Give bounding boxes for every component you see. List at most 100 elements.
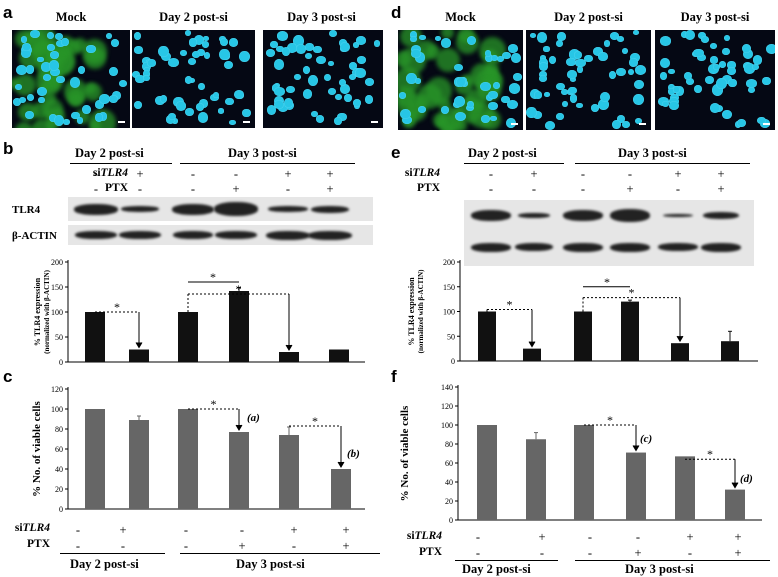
c-sitlr4-sign-4: - [239,523,245,537]
nucleus [508,43,519,53]
nucleus [312,45,322,54]
e-sitlr4-sign-1: - [488,167,494,181]
nucleus [119,79,128,87]
nucleus [302,89,313,100]
nucleus [576,65,584,73]
nucleus [135,74,145,84]
nucleus [228,119,236,125]
y-tick-label: 200 [51,258,63,267]
chart-b-tlr4-expression: 0 50 100 150 200 % TLR4 expression (normalized… [33,258,365,367]
e-sig3-arrowhead [676,335,684,343]
e-ptx-sign-3: - [580,182,586,196]
nucleus [454,112,466,122]
nucleus [273,87,285,97]
c-annot-a: (a) [247,412,260,424]
nucleus [21,48,32,59]
c-annot-b: (b) [347,448,360,460]
f-day3-footer: Day 3 post-si [625,562,694,576]
nucleus [15,65,27,76]
e-sitlr4-sign-6: + [717,167,725,181]
y-axis-title: % TLR4 expression [407,277,416,346]
nucleus [86,45,96,54]
c-ptx-label: PTX [27,538,50,550]
nucleus [184,107,194,117]
nucleus [133,32,142,41]
nucleus [41,62,52,72]
tlr4-signal [13,73,36,96]
y-tick-label: 150 [443,283,455,292]
c-sig1-arrowhead [235,424,243,431]
nucleus [747,87,755,93]
chart-e-tlr4-expression: 0 50 100 150 200 % TLR4 expression (normalized… [407,258,758,366]
nucleus [285,85,296,94]
nucleus [197,49,205,57]
b-ptx-sign-6: + [326,182,334,196]
nucleus [292,35,304,48]
c-sitlr4-sign-6: + [342,523,350,537]
f-sitlr4-sign-6: + [734,530,742,544]
nucleus [634,65,646,76]
e-sitlr4-sign-4: - [627,167,633,181]
tlr4-signal [440,123,455,130]
panel-label-a: a [3,3,13,22]
nucleus [575,58,586,68]
nucleus [355,36,367,46]
nucleus [21,42,31,52]
f-ptx-sign-4: + [634,546,642,560]
c-sitlr4-sign-3: - [183,523,189,537]
nucleus [277,103,288,112]
nucleus [709,56,719,64]
nucleus [505,118,516,129]
f-ptx-sign-6: + [734,546,742,560]
nucleus [490,115,497,122]
b-sitlr4-sign-3: - [190,167,196,181]
nucleus [15,84,23,91]
nucleus [744,63,755,74]
nucleus [722,47,730,56]
nucleus [440,37,452,48]
micrograph-a-day2 [132,30,255,128]
y-tick-label: 120 [441,402,453,411]
micro-title-a1: Mock [55,10,87,24]
c-ptx-sign-5: - [291,539,297,553]
nucleus [194,34,205,45]
nucleus [273,58,285,70]
nucleus [539,61,549,71]
nucleus [576,102,583,108]
nucleus [334,93,342,100]
bar [526,439,546,520]
nucleus [196,103,204,112]
nucleus [338,78,346,86]
nucleus [111,39,120,48]
nucleus [327,60,335,67]
nucleus [683,71,693,81]
y-tick-label: 40 [55,465,63,474]
y-tick-label: 80 [55,425,63,434]
y-axis-subtitle: (normalized with β-ACTIN) [43,269,51,353]
e-sig3-star: * [629,286,635,300]
c-ptx-sign-2: - [120,539,126,553]
nucleus [37,56,44,63]
nucleus [632,30,639,36]
nucleus [548,55,557,64]
b-blot-label-tlr4: TLR4 [12,204,41,216]
nucleus [414,78,422,84]
e-ptx-sign-2: - [531,182,537,196]
nucleus [454,96,465,107]
nucleus [311,111,318,117]
y-tick-label: 0 [59,505,63,514]
nucleus [722,75,732,85]
b-day2-rule [70,163,172,164]
f-sig2-star: * [707,447,713,461]
nucleus [12,98,22,106]
bar [478,311,496,361]
nucleus [401,116,412,125]
nucleus [539,70,548,79]
nucleus [239,50,250,62]
nucleus [526,106,538,119]
nucleus [466,100,474,109]
c-sitlr4-sign-5: + [290,523,298,537]
y-tick-label: 100 [51,308,63,317]
micrograph-a-day3 [263,30,383,128]
bar [85,409,105,509]
